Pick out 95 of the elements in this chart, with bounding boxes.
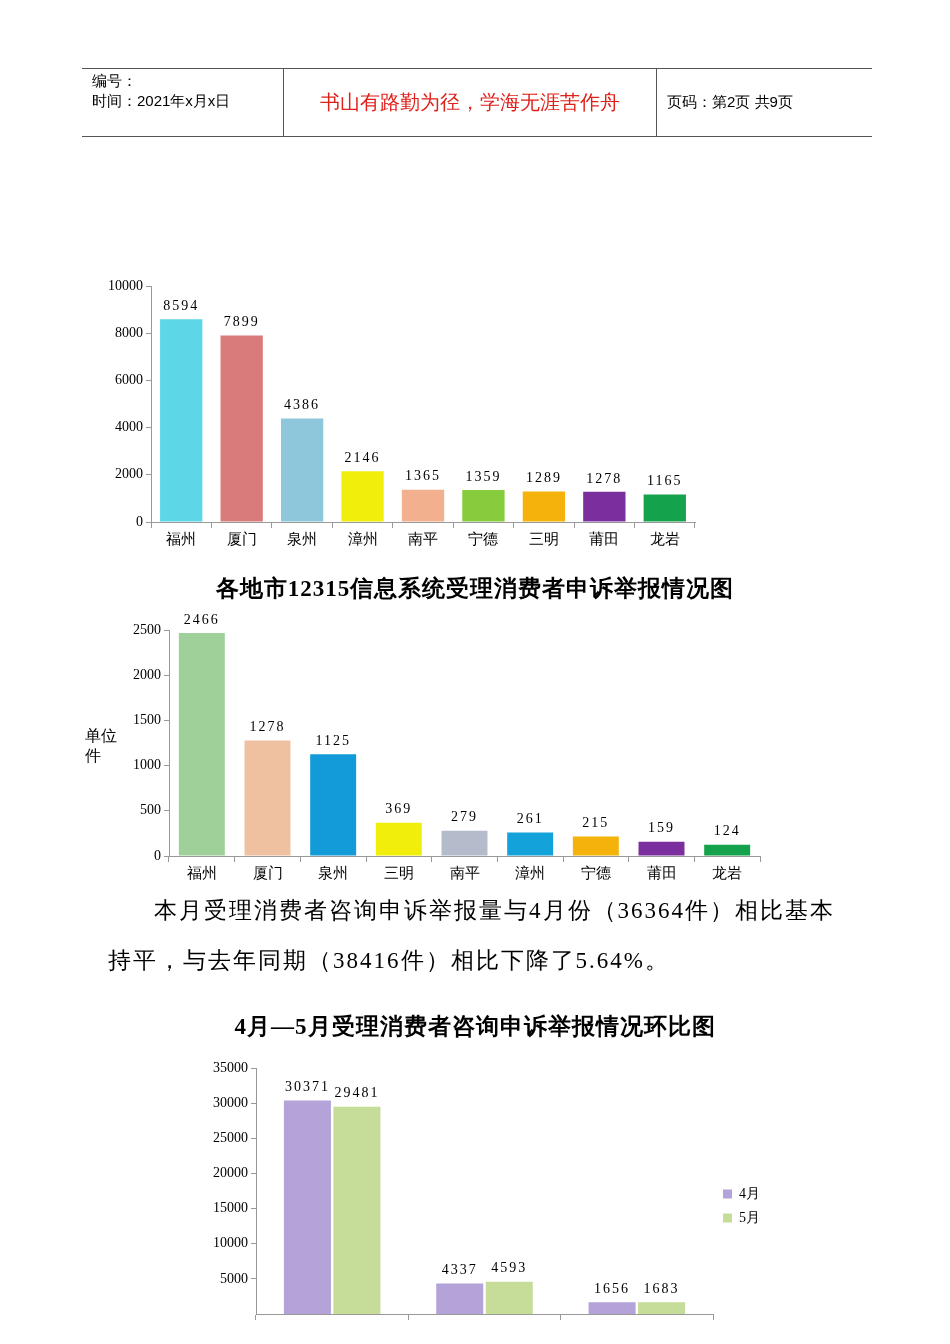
bar <box>588 1302 636 1314</box>
y-tick-label: 4000 <box>115 419 143 435</box>
y-tick-label: 30000 <box>213 1094 248 1110</box>
data-label: 1365 <box>405 468 441 484</box>
bar <box>160 319 203 522</box>
x-tick-label: 漳州 <box>347 530 378 547</box>
y-tick-label: 6000 <box>115 372 143 388</box>
data-label: 1683 <box>643 1280 680 1296</box>
bar <box>280 418 324 522</box>
x-tick-label: 莆田 <box>589 530 620 547</box>
y-tick-label: 0 <box>153 847 161 863</box>
text: 时间：2021年x月x日 <box>92 91 232 111</box>
bar <box>703 844 750 856</box>
text: 本月受理消费者咨询申诉举报量与4月份（36364件）相比基本持平，与去年同期（38416件）相比下降了5.64%。 <box>108 897 836 975</box>
data-label: 159 <box>647 820 675 836</box>
legend-label: 4月 <box>739 1185 760 1201</box>
bar <box>333 1106 381 1314</box>
y-tick-label: 20000 <box>213 1165 248 1181</box>
x-tick-label: 福州 <box>166 530 197 547</box>
data-label: 1278 <box>586 470 623 486</box>
data-label: 1125 <box>315 732 351 748</box>
x-tick-label: 漳州 <box>514 864 545 881</box>
x-tick-label: 厦门 <box>226 530 257 547</box>
bar <box>341 471 384 522</box>
y-tick-label: 2500 <box>132 621 161 637</box>
bar <box>375 822 422 856</box>
text: 编号： <box>92 71 138 91</box>
bar <box>441 830 488 856</box>
chart-title: 4月—5月受理消费者咨询申诉举报情况环比图 <box>233 1013 717 1041</box>
y-tick-label: 2000 <box>132 666 161 682</box>
chart-title: 各地市12315信息系统受理消费者申诉举报情况图 <box>214 575 736 603</box>
data-label: 1165 <box>647 473 683 489</box>
legend-label: 5月 <box>739 1209 760 1225</box>
bar <box>462 489 505 522</box>
data-label: 261 <box>516 811 544 827</box>
x-tick-label: 宁德 <box>580 864 611 881</box>
y-tick-label: 25000 <box>213 1129 248 1145</box>
y-tick-label: 15000 <box>213 1200 248 1216</box>
bar <box>583 491 626 522</box>
bar <box>309 754 356 856</box>
bar <box>638 1302 686 1314</box>
y-tick-label: 0 <box>136 513 143 529</box>
bar <box>436 1283 484 1314</box>
x-tick-label: 泉州 <box>287 530 318 547</box>
y-tick-label: 1500 <box>132 712 161 728</box>
data-label: 124 <box>713 823 741 839</box>
data-label: 1656 <box>594 1281 631 1297</box>
x-tick-label: 南平 <box>408 530 438 547</box>
data-label: 4386 <box>284 397 321 413</box>
y-tick-label: 500 <box>139 802 161 818</box>
x-tick-label: 三明 <box>528 530 559 547</box>
data-label: 1359 <box>465 468 502 484</box>
y-tick-label: 10000 <box>108 277 143 293</box>
x-tick-label: 莆田 <box>646 864 677 881</box>
data-label: 29481 <box>334 1085 380 1101</box>
x-tick-label: 厦门 <box>252 864 283 881</box>
data-label: 4593 <box>491 1260 528 1276</box>
data-label: 2466 <box>183 611 220 627</box>
x-tick-label: 南平 <box>449 864 480 881</box>
data-label: 215 <box>581 815 609 831</box>
bar <box>283 1100 331 1314</box>
bar <box>522 491 566 522</box>
y-tick-label: 1000 <box>132 757 161 773</box>
y-tick-label: 8000 <box>115 324 143 340</box>
data-label: 8594 <box>163 297 200 313</box>
y-tick-label: 5000 <box>220 1270 248 1286</box>
text: 书山有路勤为径，学海无涯苦作舟 <box>284 69 657 136</box>
bar <box>220 335 263 522</box>
data-label: 7899 <box>223 314 260 330</box>
data-label: 2146 <box>344 450 381 466</box>
x-tick-label: 泉州 <box>317 864 348 881</box>
bar <box>244 740 291 856</box>
x-tick-label: 龙岩 <box>711 864 742 881</box>
bar <box>485 1281 533 1314</box>
data-label: 369 <box>384 801 412 817</box>
y-tick-label: 10000 <box>213 1235 248 1251</box>
bar <box>643 494 686 522</box>
bar <box>506 832 553 856</box>
x-tick-label: 三明 <box>383 864 414 881</box>
text: 页码：第2页 共9页 <box>666 92 794 112</box>
data-label: 1289 <box>525 470 562 486</box>
bar <box>178 633 225 856</box>
data-label: 30371 <box>284 1079 330 1095</box>
data-label: 4337 <box>441 1262 478 1278</box>
x-tick-label: 宁德 <box>468 530 499 547</box>
y-axis-title: 单位件 <box>85 726 118 766</box>
bar <box>401 489 445 522</box>
x-tick-label: 福州 <box>186 864 217 881</box>
bar <box>638 841 685 856</box>
y-tick-label: 35000 <box>213 1059 248 1075</box>
data-label: 1278 <box>249 719 286 735</box>
y-tick-label: 2000 <box>115 466 143 482</box>
data-label: 279 <box>450 809 478 825</box>
x-tick-label: 龙岩 <box>649 530 680 547</box>
bar <box>572 836 619 856</box>
